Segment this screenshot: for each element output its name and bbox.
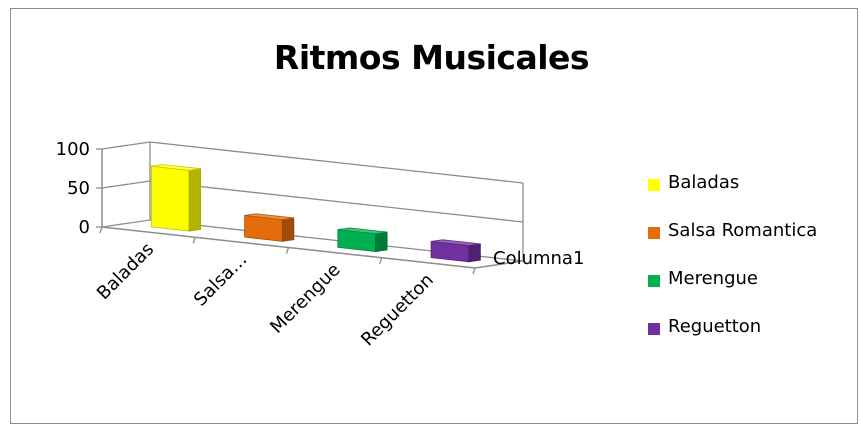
bar-side-face	[281, 217, 295, 242]
legend-label: Salsa Romantica	[668, 220, 818, 241]
chart-title: Ritmos Musicales	[273, 38, 590, 77]
gridline	[149, 180, 524, 223]
bar-side-face	[375, 231, 388, 253]
bar-baladas	[150, 164, 202, 232]
legend-swatch	[648, 275, 660, 287]
x-tick	[472, 267, 476, 275]
legend-label: Baladas	[668, 172, 740, 193]
bar-top-face	[431, 239, 481, 246]
bar-reguetton	[430, 239, 481, 263]
depth-axis-line	[474, 260, 524, 269]
y-tick-label: 100	[56, 139, 90, 160]
legend-swatch	[648, 227, 660, 239]
x-tick-label: Baladas	[93, 239, 158, 304]
gridline-side	[101, 141, 151, 150]
legend-swatch	[648, 323, 660, 335]
bar-top-face	[151, 164, 201, 171]
x-tick	[192, 237, 196, 244]
legend-label: Reguetton	[668, 316, 762, 337]
y-tick-label: 50	[67, 178, 90, 199]
bar-side-face	[188, 168, 202, 232]
x-tick	[285, 247, 290, 254]
gridlines	[101, 141, 524, 262]
legend-swatch	[648, 179, 660, 191]
bar-salsa-romantica	[244, 213, 295, 242]
bar-side-face	[468, 243, 481, 263]
gridline-side	[101, 219, 151, 228]
bar-front-face	[150, 165, 190, 232]
axes	[96, 148, 524, 275]
depth-axis-label: Columna1	[493, 248, 584, 269]
bar-top-face	[244, 213, 294, 221]
bars	[150, 164, 481, 263]
y-tick-label: 0	[79, 217, 90, 238]
x-tick-label: Reguetton	[357, 270, 438, 351]
bar-top-face	[337, 227, 388, 235]
x-tick	[99, 226, 103, 234]
bar-merengue	[337, 227, 388, 253]
axis-labels: 0 50 100 Baladas Salsa… Merengue Reguetton Colu…	[56, 139, 585, 350]
x-tick	[379, 257, 383, 264]
gridline-side	[101, 180, 151, 189]
gridline	[149, 141, 524, 184]
x-tick-label: Merengue	[266, 259, 344, 337]
x-tick-label: Salsa…	[190, 249, 251, 310]
legend-label: Merengue	[668, 268, 758, 289]
